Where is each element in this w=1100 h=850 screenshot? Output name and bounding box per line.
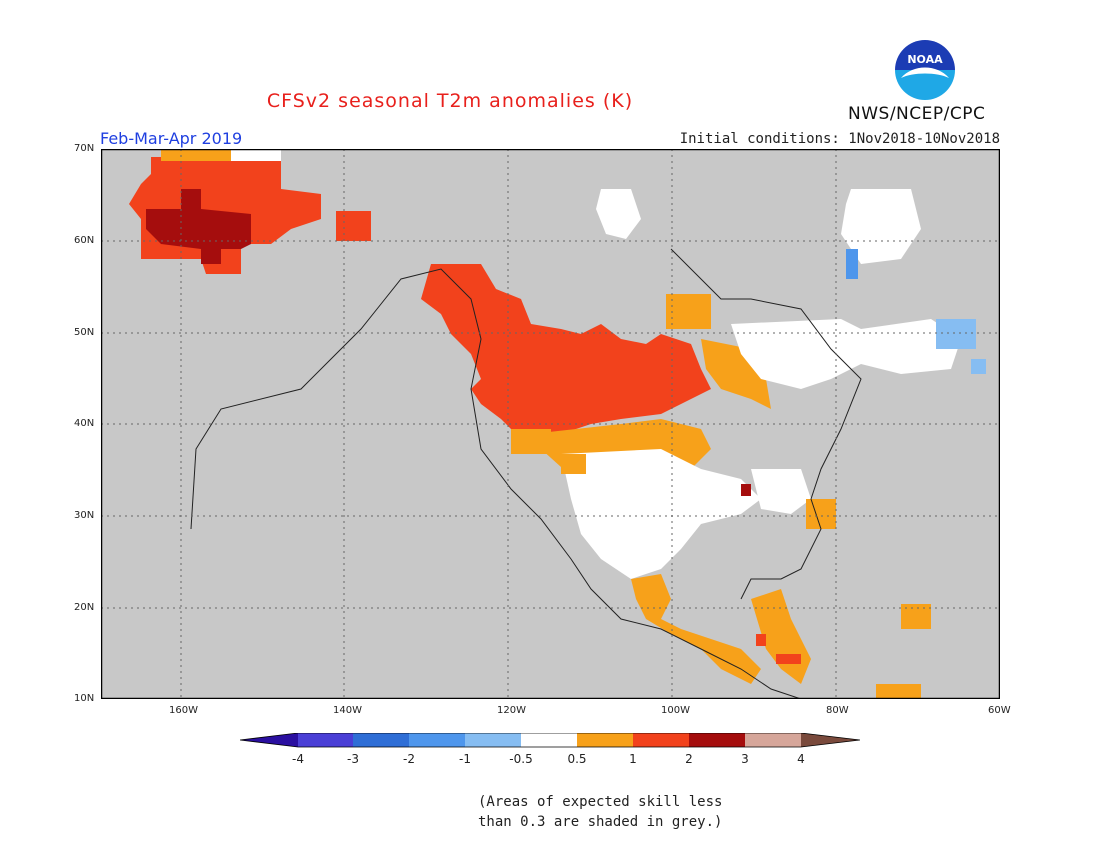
- lon-label: 160W: [169, 705, 198, 716]
- lon-label: 120W: [497, 705, 526, 716]
- alaska-anomalies: [129, 149, 371, 274]
- logo-text: NOAA: [907, 53, 943, 66]
- colorbar: [240, 733, 860, 748]
- chart-title: CFSv2 seasonal T2m anomalies (K): [266, 90, 634, 112]
- colorbar-segment: [409, 733, 465, 747]
- noaa-logo: NOAA: [894, 39, 956, 101]
- near-normal-areas: [561, 189, 961, 579]
- coastline: [190, 268, 802, 699]
- lon-label: 100W: [661, 705, 690, 716]
- colorbar-label: -1: [459, 752, 471, 766]
- agency-label: NWS/NCEP/CPC: [848, 104, 986, 124]
- colorbar-segment: [298, 733, 353, 747]
- southern-warm-spots: [741, 484, 801, 664]
- colorbar-segment: [745, 733, 801, 747]
- lat-label: 50N: [74, 327, 95, 338]
- initial-conditions-label: Initial conditions: 1Nov2018-10Nov2018: [679, 131, 1000, 147]
- colorbar-segment: [577, 733, 633, 747]
- colorbar-arrow-left: [240, 733, 298, 747]
- skill-note-line1: (Areas of expected skill less: [478, 794, 723, 810]
- colorbar-arrow-right: [801, 733, 860, 747]
- colorbar-label: 4: [797, 752, 805, 766]
- map-frame: [101, 149, 1000, 699]
- colorbar-segment: [353, 733, 409, 747]
- coastline-east: [670, 248, 862, 600]
- lat-label: 60N: [74, 235, 95, 246]
- colorbar-label: 2: [685, 752, 693, 766]
- colorbar-label: -2: [403, 752, 415, 766]
- graticule: [101, 149, 1000, 699]
- colorbar-segment: [689, 733, 745, 747]
- colorbar-segment: [465, 733, 521, 747]
- lat-label: 20N: [74, 602, 95, 613]
- colorbar-label: 1: [629, 752, 637, 766]
- colorbar-label: 0.5: [567, 752, 587, 766]
- lat-label: 30N: [74, 510, 95, 521]
- colorbar-segment: [633, 733, 689, 747]
- lat-label: 70N: [74, 143, 95, 154]
- colorbar-label: 3: [741, 752, 749, 766]
- season-label: Feb-Mar-Apr 2019: [100, 129, 243, 148]
- lon-label: 140W: [333, 705, 362, 716]
- lon-label: 60W: [988, 705, 1011, 716]
- colorbar-label: -0.5: [509, 752, 533, 766]
- skill-note: (Areas of expected skill less than 0.3 a…: [478, 792, 722, 832]
- colorbar-segment: [521, 733, 577, 747]
- anomaly-map: [101, 149, 1000, 699]
- cold-anomalies: [846, 249, 986, 374]
- lon-label: 80W: [826, 705, 849, 716]
- lat-label: 40N: [74, 418, 95, 429]
- lat-label: 10N: [74, 693, 95, 704]
- colorbar-label: -4: [292, 752, 304, 766]
- skill-note-line2: than 0.3 are shaded in grey.): [478, 814, 723, 830]
- colorbar-label: -3: [347, 752, 359, 766]
